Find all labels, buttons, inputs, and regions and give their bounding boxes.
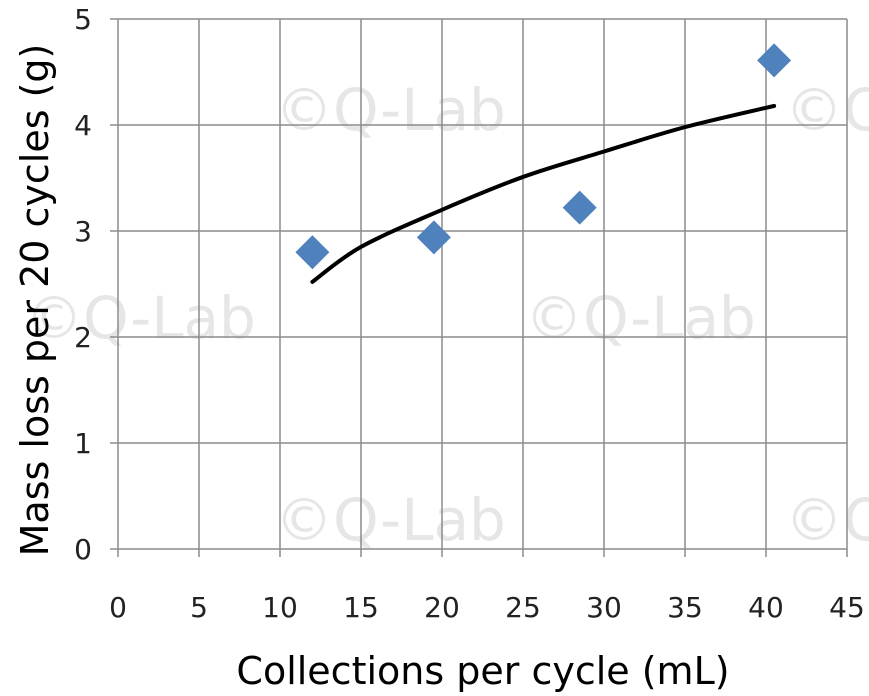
x-tick-label: 15 xyxy=(343,591,379,624)
y-tick-label: 0 xyxy=(74,533,92,566)
watermark: ©Q-Lab xyxy=(275,486,506,554)
x-tick-label: 35 xyxy=(667,591,703,624)
watermark: ©Q-Lab xyxy=(275,76,506,144)
x-axis-title: Collections per cycle (mL) xyxy=(236,649,729,693)
watermark: ©Q-Lab xyxy=(785,76,869,144)
gridlines xyxy=(118,18,848,549)
data-point-marker xyxy=(562,190,597,225)
x-tick-label: 5 xyxy=(190,591,208,624)
y-tick-label: 4 xyxy=(74,109,92,142)
x-tick-label: 0 xyxy=(109,591,127,624)
y-tick-label: 5 xyxy=(74,3,92,36)
y-tick-label: 1 xyxy=(74,427,92,460)
trendline xyxy=(310,103,777,284)
watermark-layer: ©Q-Lab ©Q-Lab ©Q-Lab ©Q-Lab ©Q-Lab ©Q-La… xyxy=(25,76,869,554)
data-point-marker xyxy=(295,235,330,270)
trendline-group xyxy=(310,103,777,284)
watermark: ©Q-Lab xyxy=(25,284,256,352)
x-tick-label: 30 xyxy=(586,591,622,624)
y-tick-label: 3 xyxy=(74,215,92,248)
x-tick-label: 45 xyxy=(829,591,865,624)
data-point-marker xyxy=(757,43,792,78)
x-tick-label: 25 xyxy=(505,591,541,624)
y-tick-label: 2 xyxy=(74,321,92,354)
axes xyxy=(110,18,848,557)
y-axis-title: Mass loss per 20 cycles (g) xyxy=(13,44,57,557)
x-tick-label: 40 xyxy=(748,591,784,624)
data-points xyxy=(295,43,792,270)
x-tick-label: 20 xyxy=(424,591,460,624)
data-point-marker xyxy=(416,220,451,255)
x-tick-label: 10 xyxy=(262,591,298,624)
watermark: ©Q-Lab xyxy=(785,486,869,554)
watermark: ©Q-Lab xyxy=(525,284,756,352)
